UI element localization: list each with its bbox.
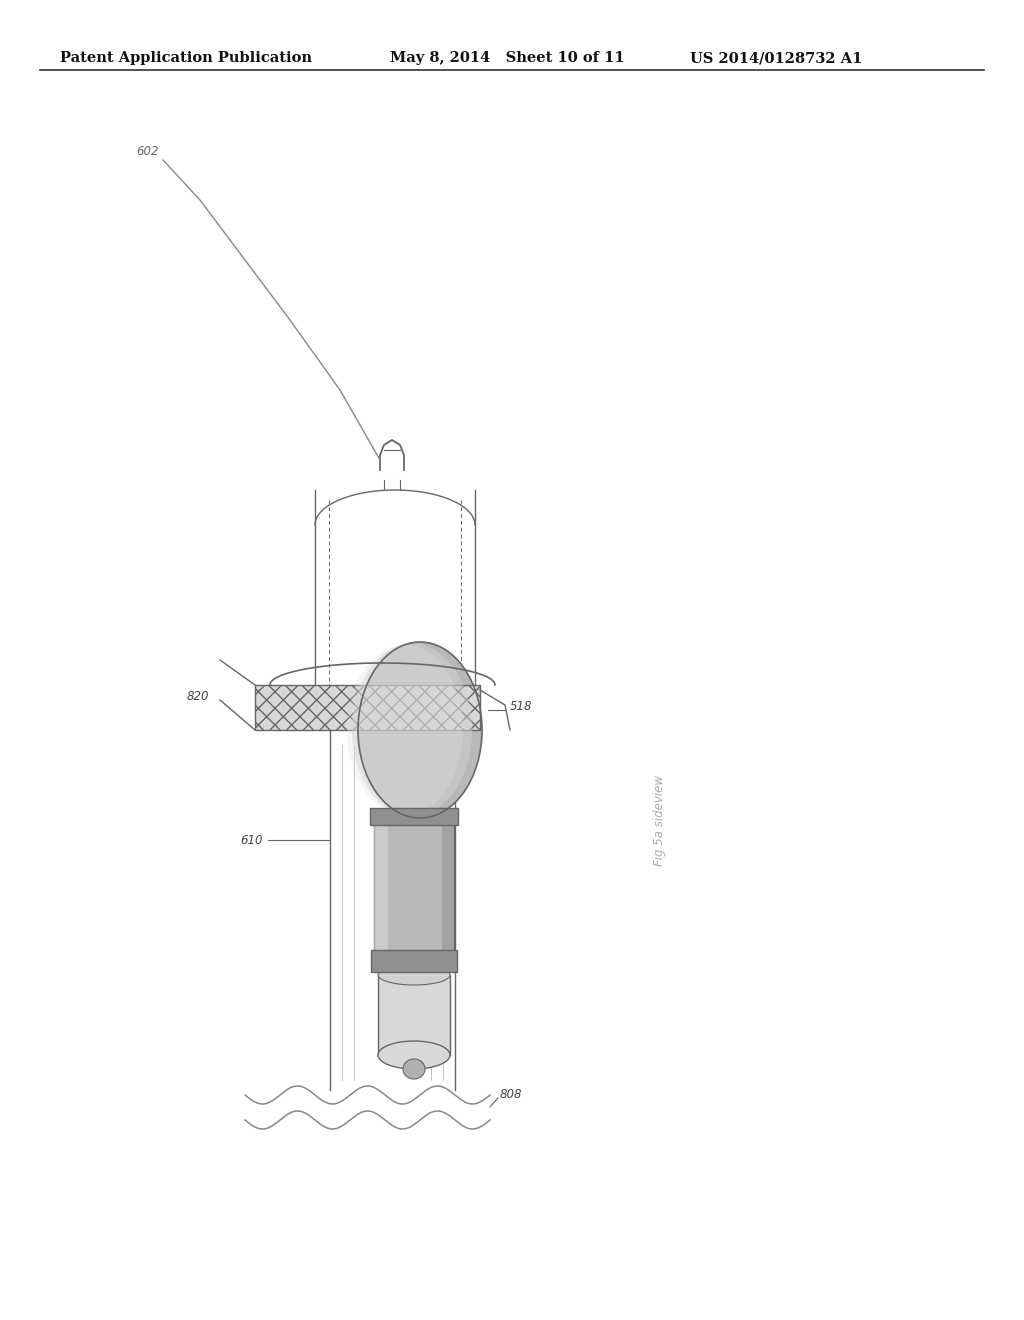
Ellipse shape (403, 1059, 425, 1078)
Text: US 2014/0128732 A1: US 2014/0128732 A1 (690, 51, 862, 65)
Text: 518: 518 (510, 701, 532, 714)
Ellipse shape (352, 644, 472, 817)
Bar (442, 810, 454, 960)
Text: 602: 602 (137, 145, 160, 158)
Ellipse shape (358, 642, 482, 818)
Bar (371, 950, 457, 972)
Bar (374, 810, 454, 960)
Bar (378, 975, 450, 1055)
Bar (374, 810, 388, 960)
Ellipse shape (347, 645, 463, 814)
Text: 610: 610 (241, 833, 263, 846)
Text: Fig 5a sideview: Fig 5a sideview (653, 775, 667, 866)
Ellipse shape (378, 965, 450, 985)
Bar (370, 808, 458, 825)
Text: 820: 820 (186, 690, 209, 704)
Text: May 8, 2014   Sheet 10 of 11: May 8, 2014 Sheet 10 of 11 (390, 51, 625, 65)
Text: Patent Application Publication: Patent Application Publication (60, 51, 312, 65)
Text: 808: 808 (500, 1089, 522, 1101)
Ellipse shape (378, 1041, 450, 1069)
Bar (255, 685, 480, 730)
